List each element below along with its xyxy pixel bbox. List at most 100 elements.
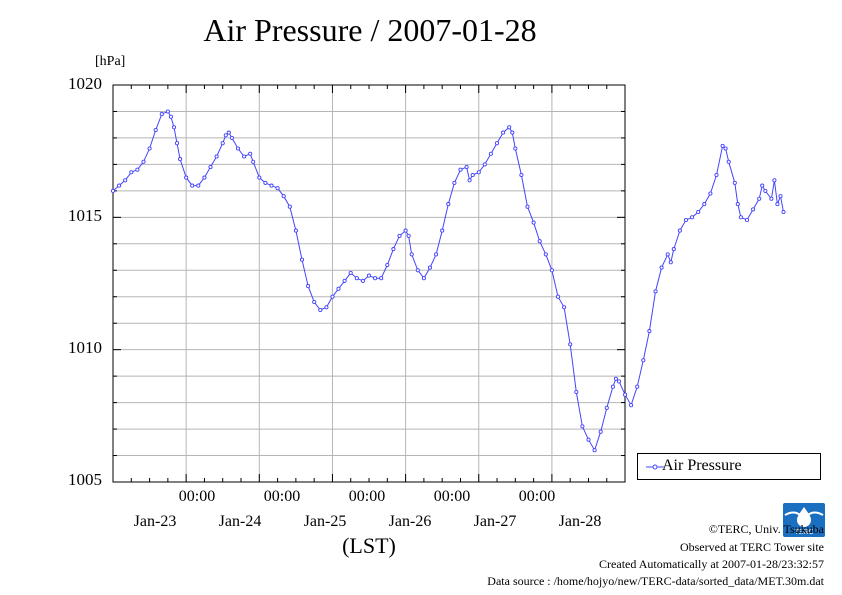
data-point: [543, 252, 548, 257]
y-tick-label: 1010: [68, 338, 102, 357]
x-tick-date: Jan-28: [558, 513, 602, 530]
data-point: [275, 186, 280, 191]
data-point: [235, 146, 241, 151]
data-point: [348, 270, 353, 275]
data-point: [223, 133, 228, 138]
data-point: [403, 228, 408, 233]
data-point: [168, 114, 173, 119]
data-point: [470, 172, 475, 178]
data-point: [336, 286, 341, 291]
data-point: [641, 358, 646, 363]
data-point: [330, 294, 335, 299]
data-point: [406, 233, 411, 238]
data-point: [613, 376, 618, 381]
data-point: [671, 247, 676, 252]
y-tick-label: 1020: [68, 74, 102, 93]
data-point: [467, 178, 472, 183]
data-point: [744, 217, 750, 223]
data-point: [586, 437, 591, 442]
data-point: [665, 252, 670, 257]
data-point: [510, 130, 515, 135]
data-point: [659, 265, 664, 270]
data-point: [354, 276, 359, 281]
legend-label: Air Pressure: [662, 457, 742, 474]
data-point: [312, 299, 317, 305]
data-point: [647, 329, 652, 334]
data-point: [342, 278, 347, 283]
data-point: [415, 268, 420, 273]
data-point: [190, 183, 195, 188]
data-point: [159, 112, 164, 117]
data-point: [171, 125, 177, 130]
x-tick-date: Jan-24: [218, 513, 262, 530]
y-tick-label: 1005: [68, 470, 102, 489]
data-point: [735, 202, 740, 207]
data-point: [251, 159, 256, 164]
x-tick-time: 00:00: [263, 488, 301, 505]
data-point: [242, 154, 247, 159]
data-point: [738, 215, 743, 220]
data-point: [226, 130, 231, 135]
data-point: [135, 167, 140, 172]
data-point: [723, 146, 728, 151]
data-point: [318, 307, 323, 313]
x-tick-time: 00:00: [518, 488, 556, 505]
chart-title: Air Pressure / 2007-01-28: [203, 12, 537, 48]
data-point: [668, 260, 673, 265]
y-axis-unit: [hPa]: [95, 54, 126, 69]
data-point: [732, 180, 737, 185]
data-point: [623, 392, 628, 397]
data-point: [446, 202, 451, 207]
data-point: [549, 268, 554, 273]
data-point: [677, 228, 682, 233]
data-point: [519, 172, 524, 178]
data-point: [208, 164, 213, 170]
data-point: [248, 151, 253, 156]
data-point: [757, 196, 762, 201]
data-point: [434, 252, 439, 257]
data-point: [488, 151, 493, 156]
data-point: [360, 278, 365, 283]
plot-frame: [112, 84, 626, 483]
x-tick-date: Jan-25: [303, 513, 347, 530]
data-point: [464, 164, 469, 170]
legend: Air Pressure: [637, 453, 821, 480]
data-point: [708, 191, 713, 196]
data-point: [726, 159, 731, 164]
data-point: [537, 239, 542, 244]
data-point: [525, 204, 530, 209]
x-tick-time: 00:00: [433, 488, 471, 505]
data-point: [257, 175, 262, 180]
data-point: [769, 196, 774, 201]
data-point: [494, 141, 500, 146]
data-point: [110, 188, 116, 193]
data-point: [427, 265, 433, 270]
x-tick-date: Jan-26: [388, 513, 432, 530]
copyright-text: ©TERC, Univ. Tsukuba: [708, 522, 824, 536]
x-tick-time: 00:00: [348, 488, 386, 505]
data-point: [385, 262, 390, 268]
data-point: [366, 273, 372, 278]
data-point: [165, 109, 170, 114]
data-point: [299, 257, 305, 262]
data-point: [306, 284, 311, 289]
data-point: [184, 175, 189, 180]
legend-marker-icon: [646, 464, 664, 470]
data-point: [616, 379, 622, 384]
data-point: [690, 215, 695, 220]
data-point: [141, 159, 146, 164]
data-point: [568, 342, 573, 347]
data-point: [220, 141, 225, 146]
data-point: [196, 183, 201, 188]
data-point: [610, 384, 615, 389]
data-source-text: Data source : /home/hojyo/new/TERC-data/…: [487, 574, 824, 588]
data-point: [421, 276, 426, 281]
data-point: [229, 135, 234, 140]
plot-background: [113, 85, 625, 482]
data-point: [214, 154, 219, 159]
data-point: [202, 175, 207, 180]
data-point: [683, 217, 689, 223]
data-point: [476, 170, 481, 175]
data-point: [763, 188, 768, 193]
